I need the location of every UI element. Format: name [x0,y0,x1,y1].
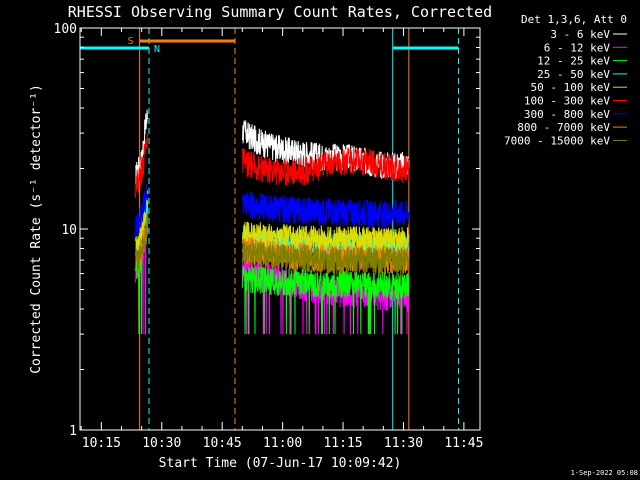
x-tick-label: 10:30 [142,436,181,451]
y-axis-label: Corrected Count Rate (s⁻¹ detector⁻¹) [29,84,44,374]
series-line-100-300-keV [135,133,410,198]
x-tick-label: 10:15 [82,436,121,451]
y-tick-label: 10 [61,223,77,238]
series-line-7000-15000-keV [135,213,410,276]
legend-label: 12 - 25 keV [537,55,610,68]
legend-label: 50 - 100 keV [531,81,611,94]
x-tick-label: 11:15 [323,436,362,451]
chart-title: RHESSI Observing Summary Count Rates, Co… [68,3,492,21]
legend-label: 7000 - 15000 keV [504,134,610,147]
legend-label: 100 - 300 keV [524,95,610,108]
timestamp: 1-Sep-2022 05:08 [571,469,638,477]
y-tick-label: 100 [54,22,77,37]
legend-label: 25 - 50 keV [537,68,610,81]
legend-label: 3 - 6 keV [550,28,610,41]
annotation-bars: SN [80,36,459,55]
legend-label: 6 - 12 keV [544,41,611,54]
x-tick-label: 11:45 [444,436,483,451]
x-axis-label: Start Time (07-Jun-17 10:09:42) [159,456,402,471]
y-tick-label: 1 [69,424,77,439]
x-axis-ticks: 10:15 10:30 10:45 11:00 11:15 11:30 11:45 [80,28,483,451]
annotation-label-S: S [128,36,134,47]
y-axis-ticks: 1 10 100 [54,22,480,439]
x-tick-label: 11:00 [263,436,302,451]
annotation-label-N: N [154,44,160,55]
data-series [135,109,410,335]
legend-label: 800 - 7000 keV [517,121,610,134]
series-line-300-800-keV [135,183,410,238]
legend-label: 300 - 800 keV [524,108,610,121]
legend-header: Det 1,3,6, Att 0 [521,13,627,26]
x-tick-label: 10:45 [203,436,242,451]
x-tick-label: 11:30 [384,436,423,451]
